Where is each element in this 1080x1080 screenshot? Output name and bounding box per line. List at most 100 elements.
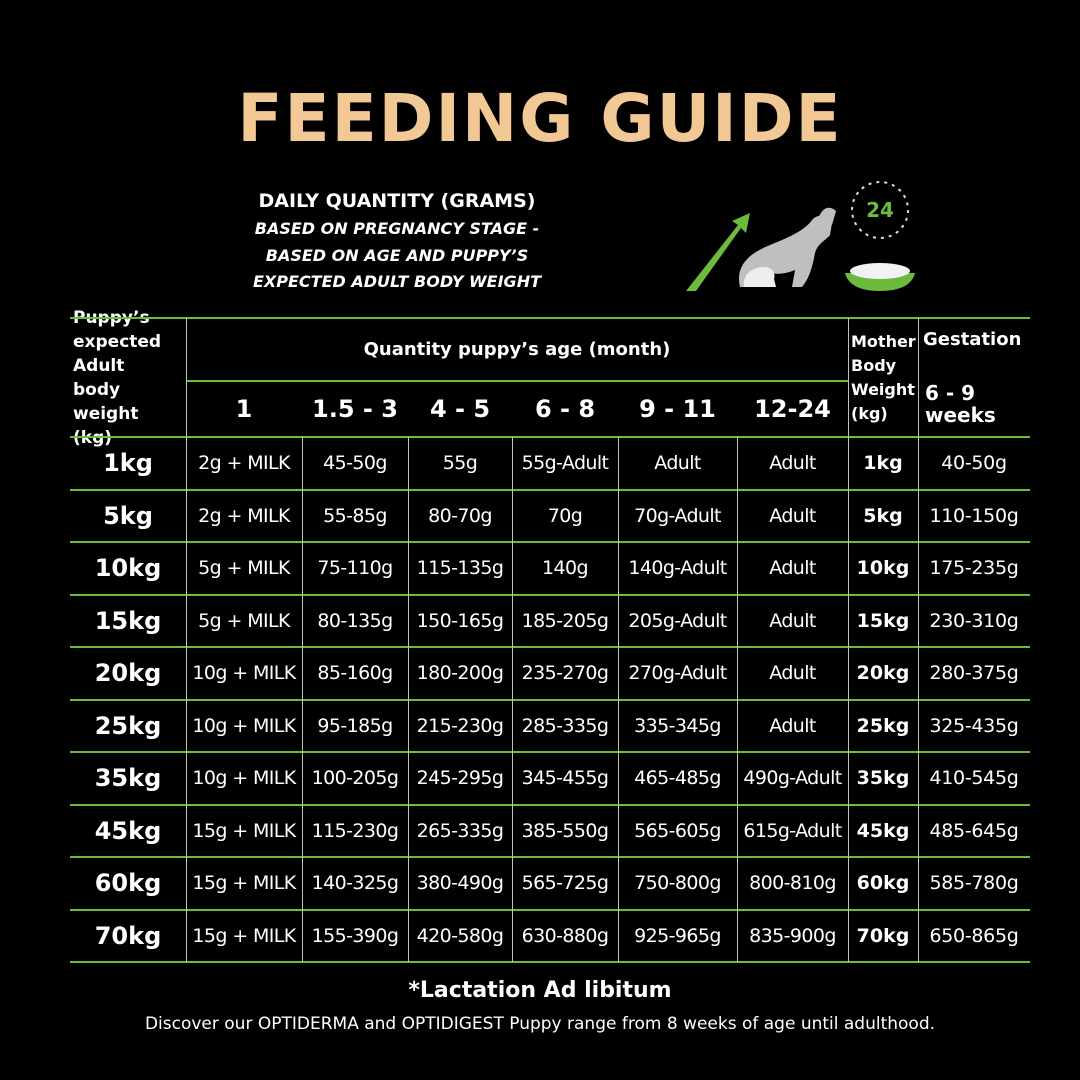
quantity-cell: 55g (442, 452, 478, 475)
note-line: EXPECTED ADULT BODY WEIGHT (252, 272, 541, 291)
column-line (302, 437, 303, 962)
quantity-cell: 265-335g (416, 819, 504, 842)
footer-note: *Lactation Ad libitum (408, 978, 672, 1003)
quantity-cell: 140-325g (311, 872, 399, 895)
bowl-food (850, 263, 910, 279)
weight-cell: 35kg (94, 764, 162, 793)
quantity-cell: 5g + MILK (198, 609, 290, 632)
quantity-cell: 10g + MILK (192, 714, 296, 737)
quantity-cell: 15g + MILK (192, 872, 296, 895)
gestation-cell: 410-545g (929, 767, 1019, 790)
illustration: 24 (686, 181, 915, 291)
gestation-header: Gestation (923, 329, 1022, 350)
quantity-cell: 490g-Adult (743, 767, 842, 790)
age-header: Quantity puppy’s age (month) (363, 339, 671, 360)
clock-label: 24 (866, 198, 894, 222)
weight-cell: 15kg (94, 606, 162, 635)
row-line (70, 961, 1030, 963)
age-column: 4 - 5 (429, 395, 491, 423)
mother-weight-cell: 5kg (863, 504, 903, 527)
quantity-cell: Adult (769, 557, 816, 580)
gestation-cell: 325-435g (929, 714, 1019, 737)
column-line (618, 437, 619, 962)
row-line (70, 856, 1030, 858)
quantity-cell: 100-205g (311, 767, 399, 790)
quantity-cell: 85-160g (317, 662, 393, 685)
mother-weight-cell: 25kg (856, 714, 910, 737)
row-line (70, 317, 1030, 319)
dog-ear (818, 207, 836, 225)
quantity-cell: 800-810g (749, 872, 836, 895)
subtitle: DAILY QUANTITY (GRAMS) (258, 190, 536, 212)
puppy-silhouette (743, 267, 776, 287)
quantity-cell: 565-605g (634, 819, 721, 842)
quantity-cell: 155-390g (311, 924, 399, 947)
quantity-cell: 10g + MILK (192, 662, 296, 685)
weight-cell: 70kg (94, 921, 162, 950)
mother-weight-cell: 1kg (863, 452, 903, 475)
mother-header: Mother Body Weight (kg) (851, 331, 916, 423)
note-line: BASED ON AGE AND PUPPY’S (265, 246, 529, 265)
quantity-cell: 750-800g (634, 872, 721, 895)
weight-header: Puppy’s expected Adult body weight (kg) (73, 307, 162, 448)
clock (851, 181, 909, 239)
quantity-cell: 385-550g (521, 819, 609, 842)
quantity-cell: 335-345g (634, 714, 721, 737)
quantity-cell: 835-900g (749, 924, 836, 947)
weight-cell: 10kg (94, 554, 162, 583)
footer-text: Discover our OPTIDERMA and OPTIDIGEST Pu… (144, 1014, 936, 1034)
quantity-cell: 180-200g (416, 662, 504, 685)
quantity-cell: 15g + MILK (192, 924, 296, 947)
column-line (737, 437, 738, 962)
quantity-cell: 70g (547, 504, 583, 527)
column-line (408, 437, 409, 962)
age-column: 9 - 11 (639, 395, 716, 423)
quantity-cell: 2g + MILK (198, 452, 290, 475)
column-line (918, 318, 919, 962)
bowl (845, 273, 915, 291)
quantity-cell: 285-335g (521, 714, 609, 737)
quantity-cell: 270g-Adult (628, 662, 727, 685)
quantity-cell: 380-490g (416, 872, 504, 895)
quantity-cell: 235-270g (521, 662, 609, 685)
quantity-cell: 140g (542, 557, 589, 580)
column-line (512, 437, 513, 962)
quantity-cell: 70g-Adult (634, 504, 721, 527)
weight-cell: 60kg (94, 869, 162, 898)
row-line (70, 698, 1030, 701)
quantity-cell: 140g-Adult (628, 557, 727, 580)
weight-cell: 5kg (103, 501, 153, 530)
mother-weight-cell: 35kg (856, 767, 910, 790)
gestation-cell: 585-780g (929, 872, 1019, 895)
age-column: 1 (235, 395, 253, 423)
title: FEEDING GUIDE (237, 80, 843, 157)
age-column: 1.5 - 3 (312, 395, 398, 423)
quantity-cell: 185-205g (521, 609, 609, 632)
column-line (848, 318, 849, 962)
mother-weight-cell: 20kg (856, 662, 910, 685)
quantity-cell: 5g + MILK (198, 557, 290, 580)
weight-cell: 25kg (94, 711, 162, 740)
quantity-cell: Adult (769, 609, 816, 632)
quantity-cell: 615g-Adult (743, 819, 842, 842)
quantity-cell: 245-295g (416, 767, 504, 790)
row-line (70, 436, 1030, 438)
quantity-cell: Adult (769, 504, 816, 527)
gestation-cell: 280-375g (929, 662, 1019, 685)
quantity-cell: 465-485g (634, 767, 721, 790)
mother-weight-cell: 70kg (856, 924, 910, 947)
quantity-cell: Adult (769, 452, 816, 475)
quantity-cell: 345-455g (521, 767, 609, 790)
quantity-cell: 115-135g (416, 557, 504, 580)
quantity-cell: 215-230g (416, 714, 504, 737)
quantity-cell: 115-230g (311, 819, 399, 842)
quantity-cell: 80-135g (317, 609, 393, 632)
mother-weight-cell: 15kg (856, 609, 910, 632)
gestation-cell: 230-310g (929, 609, 1019, 632)
quantity-cell: 75-110g (317, 557, 393, 580)
quantity-cell: 55g-Adult (521, 452, 609, 475)
quantity-cell: 630-880g (521, 924, 609, 947)
quantity-cell: 2g + MILK (198, 504, 290, 527)
